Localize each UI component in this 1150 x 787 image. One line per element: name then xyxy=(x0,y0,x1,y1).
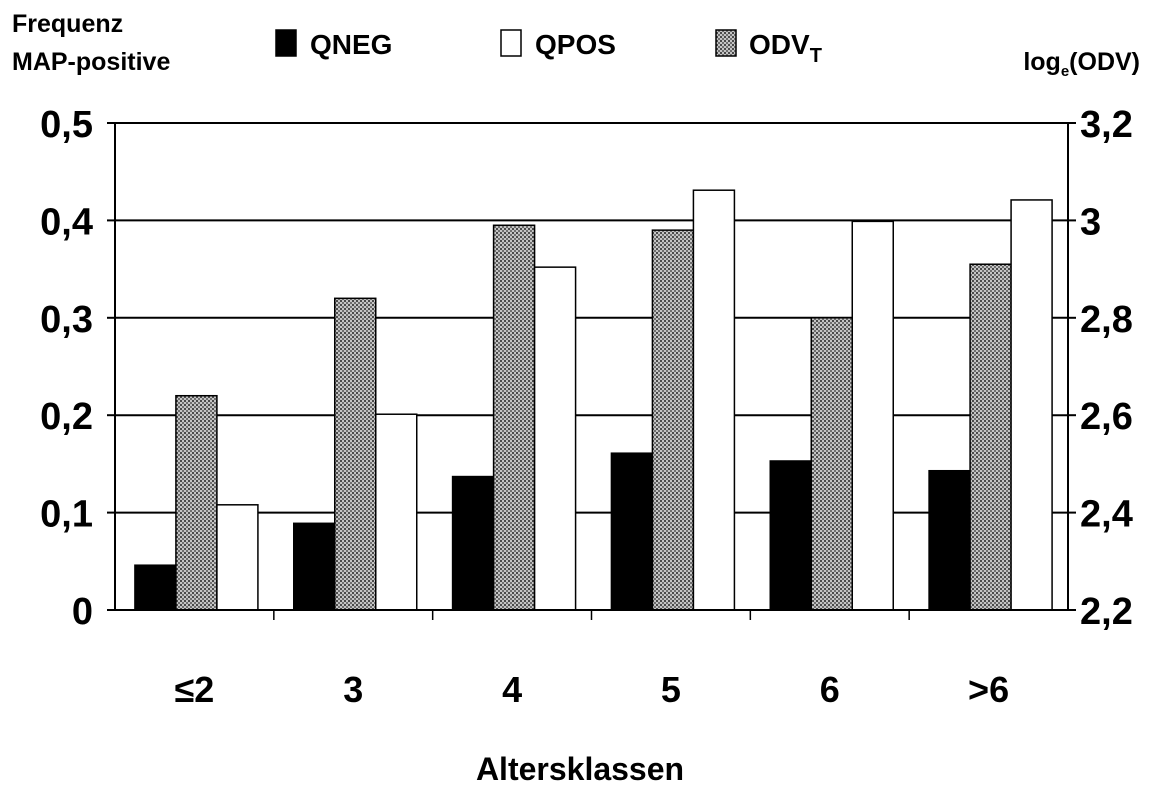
legend-label-odvt: ODVT xyxy=(749,29,822,67)
x-tick-label: 3 xyxy=(343,669,363,710)
legend-item-qneg: QNEG xyxy=(275,29,392,60)
y-right-tick-label: 3,2 xyxy=(1080,104,1133,146)
legend-label-qneg: QNEG xyxy=(310,29,392,60)
y-left-tick-label: 0,5 xyxy=(40,104,93,146)
y-right-tick-label: 2,8 xyxy=(1080,299,1133,341)
x-tick-label: ≤2 xyxy=(175,669,215,710)
y-left-label-line1: Frequenz xyxy=(12,10,123,38)
y-right-ticks: 2,2 2,4 2,6 2,8 3 3,2 xyxy=(1068,104,1133,633)
bar-qpos-6 xyxy=(1010,199,1053,611)
bar-qneg-2 xyxy=(293,522,336,611)
bar-odv-6 xyxy=(969,263,1012,611)
y-right-tick-label: 3 xyxy=(1080,201,1101,243)
bar-qpos-4 xyxy=(692,189,736,611)
y-left-tick-label: 0 xyxy=(72,591,93,633)
legend: QNEG QPOS ODVT xyxy=(275,29,822,67)
legend-label-qpos: QPOS xyxy=(535,29,616,60)
bars xyxy=(134,189,1053,611)
legend-item-qpos: QPOS xyxy=(500,29,616,60)
x-tick-label: >6 xyxy=(968,669,1009,710)
bar-odv-3 xyxy=(492,224,536,611)
bar-odv-5 xyxy=(810,317,853,611)
y-left-tick-label: 0,2 xyxy=(40,396,93,438)
y-right-label: loge(ODV) xyxy=(1023,48,1140,80)
legend-item-odvt: ODVT xyxy=(715,29,822,67)
legend-swatch-odvt xyxy=(715,29,737,57)
x-tick-label: 5 xyxy=(661,669,681,710)
bar-qpos-1 xyxy=(216,504,259,611)
y-right-tick-label: 2,6 xyxy=(1080,396,1133,438)
x-ticks: ≤2 3 4 5 6 >6 xyxy=(175,610,1009,710)
y-left-label-line2: MAP-positive xyxy=(12,48,170,76)
bar-qneg-6 xyxy=(928,469,971,611)
legend-swatch-qneg xyxy=(275,29,297,57)
x-axis-title: Altersklassen xyxy=(476,751,684,787)
bar-odv-2 xyxy=(334,297,377,611)
bar-qneg-4 xyxy=(610,452,654,611)
bar-qpos-2 xyxy=(375,413,418,611)
bar-qneg-5 xyxy=(769,460,812,611)
bar-qpos-5 xyxy=(851,220,894,611)
y-left-tick-label: 0,1 xyxy=(40,494,93,536)
y-left-ticks: 0 0,1 0,2 0,3 0,4 0,5 xyxy=(40,104,115,633)
y-right-tick-label: 2,2 xyxy=(1080,591,1133,633)
bar-qneg-3 xyxy=(451,475,495,611)
bar-qneg-1 xyxy=(134,564,177,611)
bar-qpos-3 xyxy=(533,266,577,611)
x-tick-label: 6 xyxy=(820,669,840,710)
bar-odv-4 xyxy=(651,229,695,611)
y-left-tick-label: 0,3 xyxy=(40,299,93,341)
y-left-tick-label: 0,4 xyxy=(40,201,93,243)
y-right-tick-label: 2,4 xyxy=(1080,494,1133,536)
x-tick-label: 4 xyxy=(502,669,522,710)
bar-odv-1 xyxy=(175,394,218,611)
legend-swatch-qpos xyxy=(500,29,522,57)
